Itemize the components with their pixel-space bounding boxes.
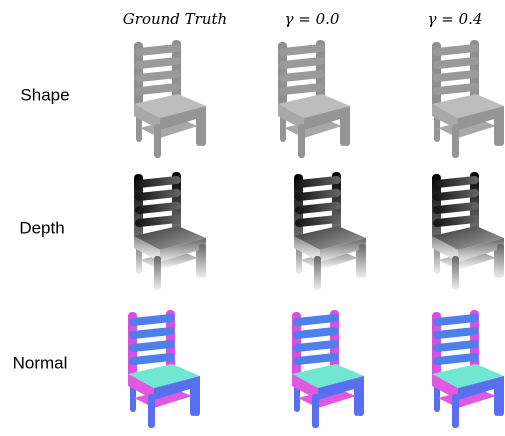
chair-image: [134, 172, 206, 290]
figure: Ground Truth γ = 0.0 γ = 0.4 Shape Depth…: [0, 0, 505, 436]
chair-image: [294, 172, 366, 290]
column-header: γ = 0.4: [428, 10, 483, 28]
chair-image: [432, 40, 504, 158]
row-label: Depth: [19, 218, 64, 237]
chair-image: [292, 310, 364, 428]
chair-image: [432, 310, 504, 428]
chair-image: [134, 40, 206, 158]
chair-image: [278, 40, 350, 158]
row-label: Shape: [20, 85, 69, 104]
column-header: Ground Truth: [123, 10, 227, 28]
column-header: γ = 0.0: [285, 10, 340, 28]
chair-image: [128, 310, 200, 428]
chair-image: [432, 172, 504, 290]
row-label: Normal: [13, 353, 68, 372]
